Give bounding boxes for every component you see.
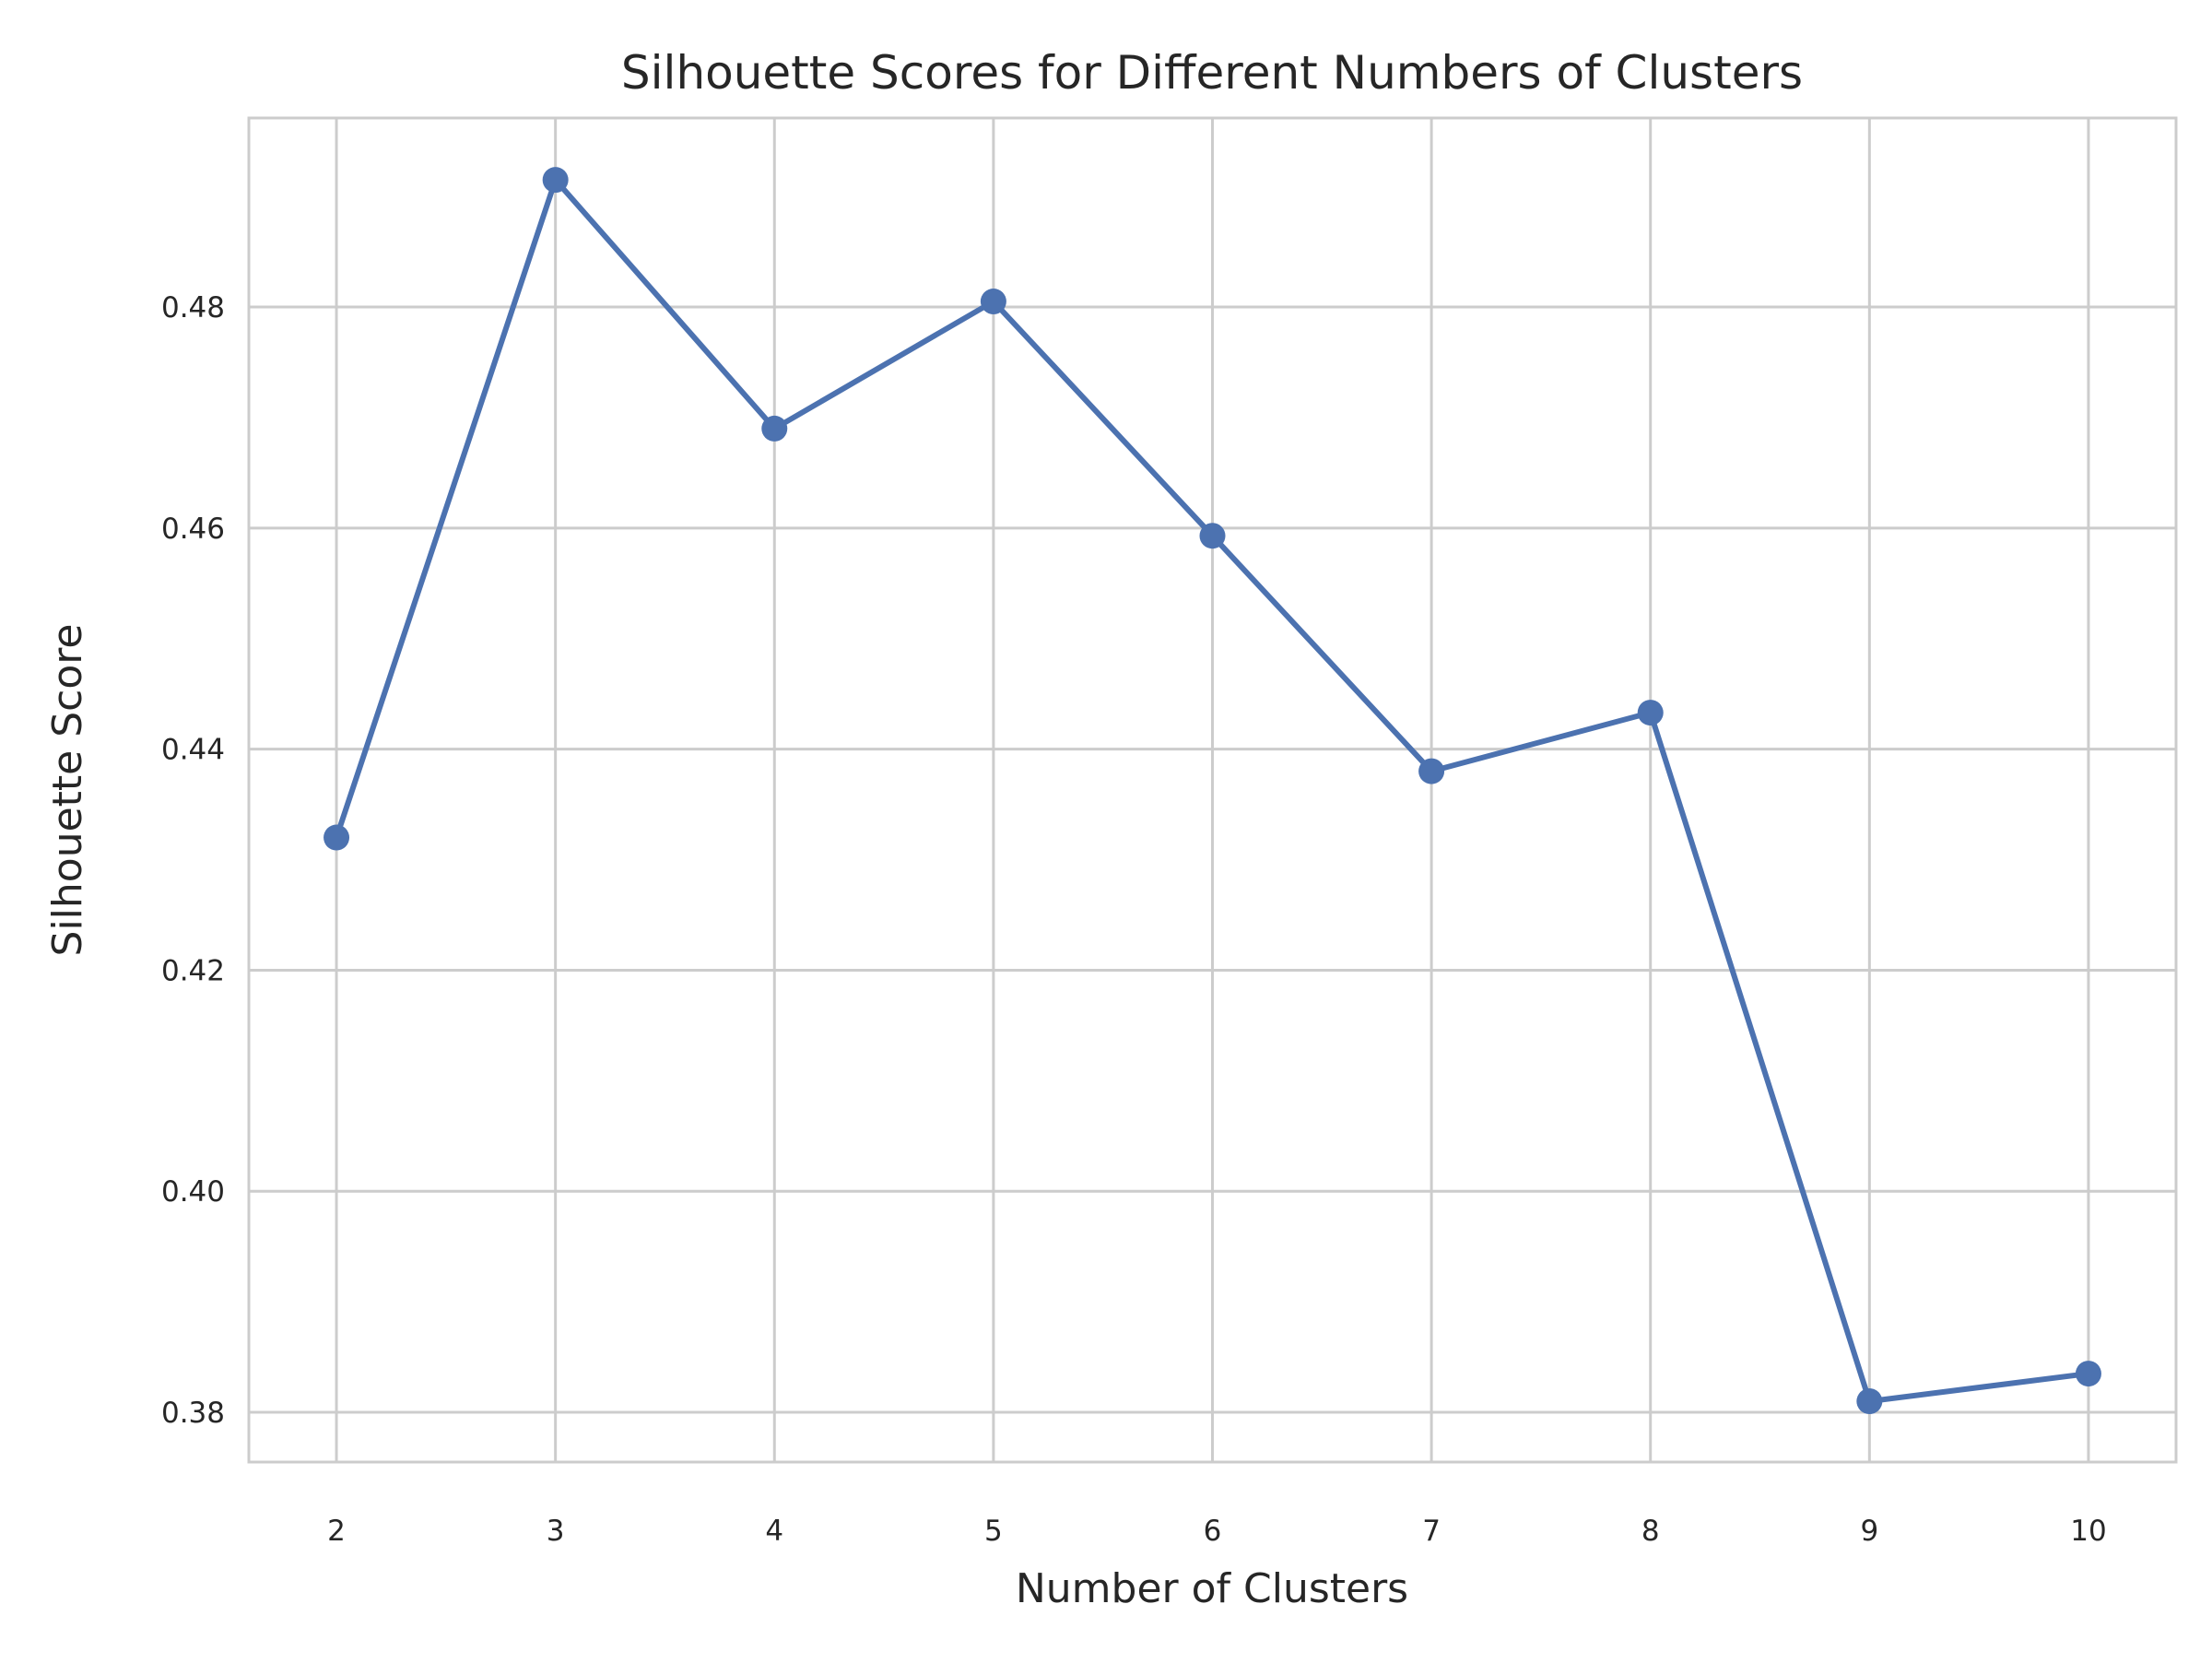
series-layer <box>324 167 2101 1415</box>
y-tick-label: 0.46 <box>161 513 225 546</box>
x-tick-label: 2 <box>327 1515 346 1548</box>
x-tick-label: 4 <box>765 1515 783 1548</box>
plot-frame <box>247 116 2178 1464</box>
data-point <box>2075 1361 2101 1387</box>
y-tick-label: 0.48 <box>161 291 225 324</box>
data-point <box>1199 523 1226 549</box>
data-point <box>980 289 1006 315</box>
x-tick-label: 10 <box>2070 1515 2106 1548</box>
y-tick-label: 0.38 <box>161 1397 225 1430</box>
data-point <box>761 415 788 442</box>
y-tick-label: 0.44 <box>161 734 225 767</box>
y-tick-labels: 0.38 0.40 0.42 0.44 0.46 0.48 <box>161 291 225 1430</box>
data-point <box>1637 700 1664 726</box>
y-axis-title: Silhouette Score <box>44 624 91 957</box>
x-tick-label: 6 <box>1204 1515 1222 1548</box>
data-point <box>1418 758 1445 784</box>
data-point <box>542 167 569 194</box>
x-tick-label: 9 <box>1860 1515 1878 1548</box>
y-tick-label: 0.42 <box>161 954 225 987</box>
x-tick-label: 7 <box>1422 1515 1441 1548</box>
x-tick-labels: 2 3 4 5 6 7 8 9 10 <box>327 1515 2107 1548</box>
x-tick-label: 3 <box>547 1515 565 1548</box>
x-tick-label: 8 <box>1641 1515 1660 1548</box>
data-point <box>1856 1388 1883 1415</box>
y-tick-label: 0.40 <box>161 1175 225 1209</box>
data-point <box>324 824 350 851</box>
x-tick-label: 5 <box>984 1515 1003 1548</box>
x-axis-title: Number of Clusters <box>1016 1565 1408 1612</box>
chart-title: Silhouette Scores for Different Numbers … <box>621 46 1803 100</box>
